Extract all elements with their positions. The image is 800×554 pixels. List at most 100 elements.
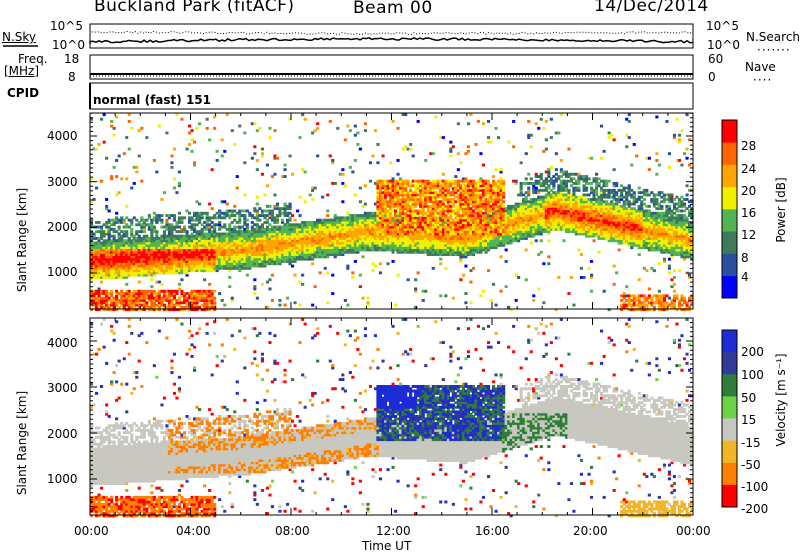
power-cell (255, 211, 259, 215)
power-cell (172, 305, 177, 309)
power-cell (303, 117, 307, 121)
power-cell (260, 255, 265, 259)
power-cell (245, 225, 249, 229)
power-cell (175, 191, 179, 195)
power-cell (238, 209, 242, 213)
power-cell (245, 237, 249, 240)
power-cell (489, 140, 493, 144)
power-cell (172, 248, 177, 252)
power-cell (225, 227, 229, 231)
power-cell (193, 301, 197, 305)
power-cell (165, 289, 169, 293)
power-cell (140, 237, 144, 240)
power-cell (439, 257, 443, 261)
power-cell (243, 214, 247, 217)
power-cell (238, 225, 242, 229)
power-cell (464, 292, 468, 295)
power-cell (120, 234, 124, 238)
power-cell (180, 221, 184, 224)
power-cell (213, 232, 217, 236)
power-cell (487, 269, 491, 273)
power-cell (205, 303, 209, 307)
power-cell (215, 234, 219, 238)
power-cell (167, 305, 172, 309)
power-cell (102, 140, 106, 144)
power-cell (205, 232, 209, 236)
power-cell (120, 250, 124, 254)
power-cell (160, 260, 164, 263)
power-cell (102, 260, 106, 263)
power-cell (245, 262, 249, 266)
power-cell (225, 202, 229, 206)
power-cell (250, 243, 254, 247)
power-cell (210, 248, 214, 252)
power-cell (253, 246, 257, 250)
power-cell (228, 230, 232, 234)
power-cell (155, 250, 159, 254)
power-cell (175, 234, 179, 238)
power-cell (100, 296, 104, 300)
power-cell (248, 262, 252, 266)
power-cell (245, 209, 249, 213)
power-cell (97, 262, 101, 266)
power-cell (188, 266, 192, 270)
power-cell (499, 255, 503, 259)
power-cell (162, 305, 167, 309)
power-cell (228, 227, 232, 231)
power-cell (368, 161, 373, 165)
power-cell (228, 225, 232, 229)
power-cell (130, 273, 134, 277)
power-cell (238, 227, 242, 231)
power-cell (110, 120, 114, 123)
power-cell (150, 218, 154, 222)
power-cell (120, 264, 124, 268)
power-cell (198, 257, 202, 261)
power-cell (504, 285, 508, 289)
power-cell (115, 257, 119, 261)
power-cell (394, 303, 398, 307)
power-cell (135, 303, 139, 307)
power-cell (117, 237, 121, 240)
power-cell (235, 234, 239, 238)
power-cell (180, 289, 184, 293)
power-cell (152, 303, 156, 307)
power-cell (248, 237, 252, 240)
power-cell (165, 237, 169, 240)
power-cell (92, 273, 96, 277)
power-cell (185, 296, 189, 300)
power-cell (195, 234, 199, 238)
power-cell (218, 241, 222, 245)
power-cell (155, 241, 159, 245)
power-cell (157, 248, 161, 252)
power-cell (155, 299, 159, 302)
power-cell (233, 253, 237, 256)
power-cell (170, 266, 174, 270)
power-cell (210, 246, 214, 250)
power-cell (288, 202, 292, 206)
power-cell (135, 248, 139, 252)
power-cell (145, 136, 149, 139)
power-cell (130, 253, 134, 256)
power-cell (112, 264, 116, 268)
power-cell (100, 289, 104, 293)
power-cell (220, 234, 224, 238)
power-cell (157, 292, 161, 295)
power-cell (102, 246, 106, 250)
power-cell (203, 278, 207, 282)
power-cell (233, 266, 237, 270)
power-cell (193, 266, 197, 270)
power-cell (208, 243, 212, 247)
power-cell (107, 266, 111, 270)
power-cell (487, 136, 491, 139)
power-cell (205, 296, 209, 300)
power-cell (260, 234, 265, 238)
power-cell (205, 214, 209, 217)
power-cell (125, 248, 129, 252)
power-cell (240, 243, 244, 247)
power-cell (479, 294, 483, 298)
power-cell (250, 214, 254, 217)
power-cell (132, 165, 136, 169)
power-cell (150, 260, 154, 263)
power-cell (122, 234, 126, 238)
power-cell (170, 308, 174, 312)
